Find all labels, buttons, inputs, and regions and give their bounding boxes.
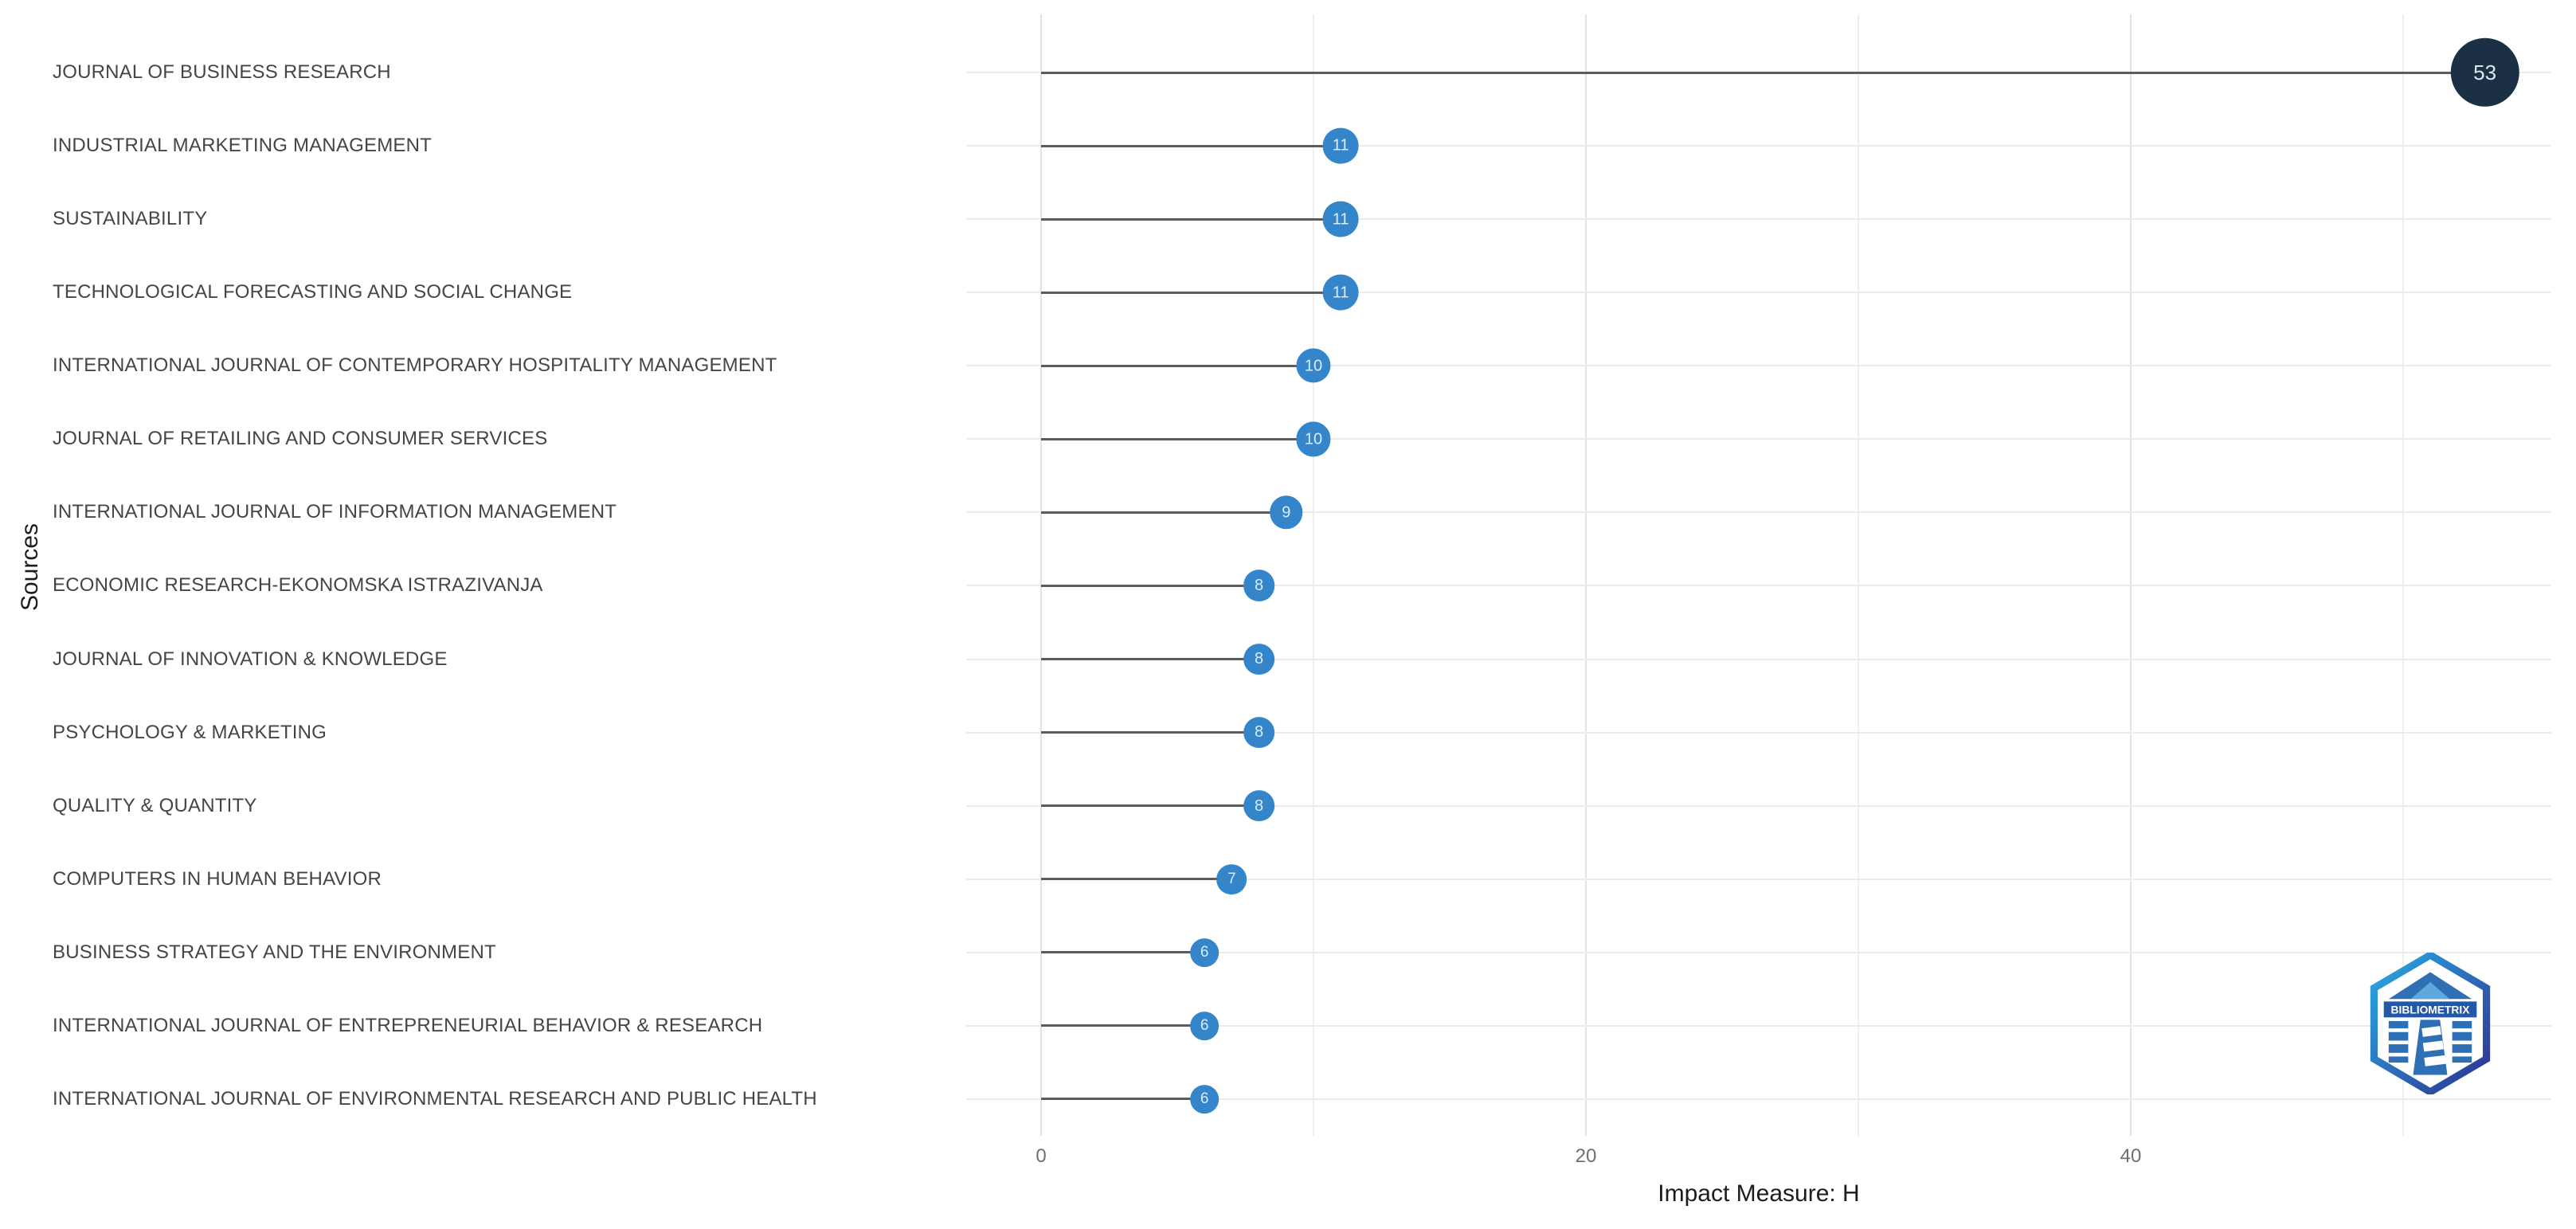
source-label: PSYCHOLOGY & MARKETING — [53, 721, 327, 743]
lollipop-stem — [1041, 511, 1286, 514]
row-gridline — [966, 1098, 2551, 1100]
source-label: INTERNATIONAL JOURNAL OF ENVIRONMENTAL R… — [53, 1087, 817, 1110]
data-point-value: 7 — [1227, 871, 1236, 888]
data-point: 8 — [1243, 643, 1275, 675]
source-label: JOURNAL OF RETAILING AND CONSUMER SERVIC… — [53, 428, 548, 450]
lollipop-stem — [1041, 731, 1259, 734]
logo-banner — [2383, 1001, 2477, 1018]
row-gridline — [966, 878, 2551, 880]
data-point-value: 6 — [1200, 944, 1209, 961]
grid-line-vertical-major — [2130, 14, 2132, 1136]
source-label: INTERNATIONAL JOURNAL OF INFORMATION MAN… — [53, 501, 617, 523]
data-point-value: 11 — [1332, 137, 1349, 155]
lollipop-stem — [1041, 1098, 1205, 1101]
data-point-value: 53 — [2473, 61, 2497, 84]
lollipop-stem — [1041, 144, 1341, 147]
grid-line-vertical-major — [1040, 14, 1042, 1136]
lollipop-stem — [1041, 217, 1341, 221]
lollipop-stem — [1041, 1024, 1205, 1027]
lollipop-stem — [1041, 437, 1313, 440]
row-gridline — [966, 1024, 2551, 1027]
row-gridline — [966, 511, 2551, 514]
bibliometrix-logo: BIBLIOMETRIX — [2370, 953, 2491, 1094]
row-gridline — [966, 585, 2551, 587]
data-point-value: 8 — [1255, 650, 1264, 668]
grid-line-vertical-minor — [1313, 14, 1314, 1136]
lollipop-stem — [1041, 878, 1232, 881]
data-point: 11 — [1322, 201, 1359, 237]
data-point-value: 10 — [1304, 357, 1323, 375]
grid-line-vertical-minor — [1858, 14, 1859, 1136]
source-label: QUALITY & QUANTITY — [53, 794, 257, 816]
data-point: 7 — [1216, 863, 1247, 894]
data-point-value: 8 — [1255, 797, 1264, 815]
data-point: 10 — [1296, 348, 1331, 383]
source-label: INDUSTRIAL MARKETING MANAGEMENT — [53, 135, 433, 157]
data-point: 53 — [2450, 37, 2519, 108]
data-point: 6 — [1190, 937, 1219, 967]
row-gridline — [966, 804, 2551, 807]
data-point-value: 11 — [1332, 210, 1349, 229]
source-label: JOURNAL OF BUSINESS RESEARCH — [53, 61, 391, 83]
source-label: INTERNATIONAL JOURNAL OF CONTEMPORARY HO… — [53, 354, 777, 377]
lollipop-stem — [1041, 364, 1313, 367]
grid-line-vertical-minor — [2402, 14, 2404, 1136]
data-point-value: 10 — [1304, 430, 1323, 448]
data-point: 8 — [1243, 569, 1275, 602]
grid-line-vertical-major — [1585, 14, 1587, 1136]
row-gridline — [966, 218, 2551, 221]
source-label: BUSINESS STRATEGY AND THE ENVIRONMENT — [53, 941, 496, 963]
row-gridline — [966, 145, 2551, 147]
data-point: 11 — [1322, 274, 1359, 311]
row-gridline — [966, 731, 2551, 734]
data-point-value: 11 — [1332, 284, 1349, 302]
data-point: 11 — [1322, 127, 1359, 164]
lollipop-stem — [1041, 584, 1259, 587]
data-point-value: 6 — [1200, 1090, 1209, 1108]
data-point: 6 — [1190, 1012, 1219, 1040]
data-point: 8 — [1243, 716, 1275, 749]
data-point: 8 — [1243, 789, 1275, 822]
row-gridline — [966, 292, 2551, 294]
data-point-value: 6 — [1200, 1017, 1209, 1035]
row-gridline — [966, 951, 2551, 953]
data-point-value: 9 — [1282, 503, 1291, 522]
source-label: TECHNOLOGICAL FORECASTING AND SOCIAL CHA… — [53, 281, 573, 303]
data-point: 6 — [1190, 1085, 1219, 1114]
x-tick-label: 0 — [1035, 1145, 1047, 1167]
x-tick-label: 20 — [1575, 1145, 1597, 1167]
source-label: INTERNATIONAL JOURNAL OF ENTREPRENEURIAL… — [53, 1014, 763, 1036]
lollipop-stem — [1041, 804, 1259, 808]
y-axis-title: Sources — [17, 523, 43, 612]
row-gridline — [966, 658, 2551, 660]
source-label: JOURNAL OF INNOVATION & KNOWLEDGE — [53, 648, 448, 670]
logo-hexagon: BIBLIOMETRIX — [2370, 953, 2491, 1094]
source-label: ECONOMIC RESEARCH-EKONOMSKA ISTRAZIVANJA — [53, 574, 543, 597]
x-tick-label: 40 — [2120, 1145, 2142, 1167]
lollipop-stem — [1041, 71, 2485, 74]
x-axis-title: Impact Measure: H — [1658, 1180, 1860, 1207]
lollipop-stem — [1041, 658, 1259, 661]
data-point: 10 — [1296, 421, 1331, 456]
row-gridline — [966, 365, 2551, 367]
data-point: 9 — [1270, 495, 1303, 530]
logo-wordmark: BIBLIOMETRIX — [2391, 1004, 2471, 1016]
source-label: SUSTAINABILITY — [53, 208, 208, 230]
lollipop-stem — [1041, 951, 1205, 954]
source-label: COMPUTERS IN HUMAN BEHAVIOR — [53, 867, 382, 890]
lollipop-stem — [1041, 291, 1341, 294]
data-point-value: 8 — [1255, 723, 1264, 742]
row-gridline — [966, 438, 2551, 440]
data-point-value: 8 — [1255, 577, 1264, 595]
